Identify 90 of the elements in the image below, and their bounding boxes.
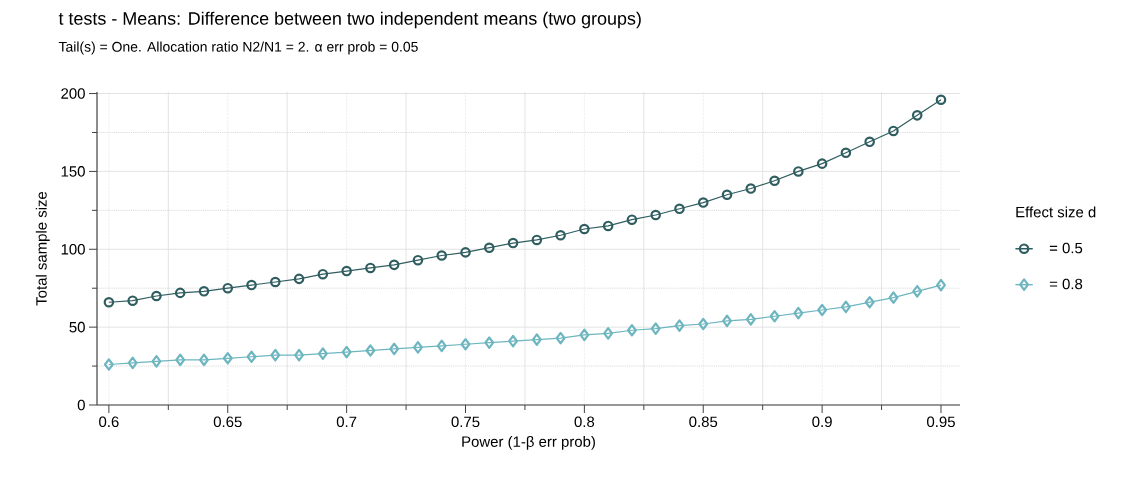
point bbox=[888, 291, 899, 304]
point bbox=[151, 355, 162, 368]
point bbox=[840, 300, 851, 314]
point bbox=[626, 214, 638, 225]
point bbox=[222, 352, 233, 365]
point bbox=[270, 348, 281, 362]
y-tick-label: 100 bbox=[61, 243, 85, 255]
point bbox=[555, 229, 566, 241]
point bbox=[460, 337, 471, 351]
point bbox=[674, 203, 685, 215]
point bbox=[508, 334, 519, 348]
point bbox=[698, 317, 709, 331]
point bbox=[721, 189, 733, 201]
point bbox=[864, 136, 875, 148]
chart-title: t tests - Means: Difference between two independent means (two groups) bbox=[58, 11, 641, 29]
point bbox=[389, 342, 400, 356]
point bbox=[555, 331, 566, 345]
point bbox=[864, 295, 875, 309]
point bbox=[579, 328, 590, 342]
point bbox=[603, 327, 614, 340]
point bbox=[936, 278, 946, 292]
point bbox=[175, 353, 186, 367]
point bbox=[174, 287, 186, 299]
point bbox=[294, 348, 305, 362]
point bbox=[602, 220, 614, 232]
point bbox=[531, 234, 543, 246]
point bbox=[436, 339, 447, 353]
point bbox=[127, 295, 138, 306]
point bbox=[769, 175, 780, 187]
point bbox=[793, 306, 804, 320]
x-tick-label: 0.8 bbox=[574, 416, 595, 428]
x-tick-label: 0.65 bbox=[213, 416, 242, 428]
y-tick-label: 200 bbox=[61, 88, 85, 99]
point bbox=[507, 237, 519, 249]
point bbox=[270, 276, 281, 288]
x-tick-label: 0.9 bbox=[812, 416, 832, 428]
point bbox=[151, 290, 162, 302]
point bbox=[198, 286, 210, 297]
point bbox=[222, 282, 234, 294]
point bbox=[888, 125, 899, 137]
point bbox=[436, 250, 448, 261]
point bbox=[412, 341, 423, 354]
legend-label: = 0.8 bbox=[1049, 278, 1083, 290]
x-tick-label: 0.75 bbox=[451, 416, 480, 428]
point bbox=[531, 333, 542, 346]
point bbox=[911, 110, 923, 121]
point bbox=[626, 323, 637, 337]
point bbox=[293, 273, 305, 285]
point bbox=[722, 314, 733, 328]
point bbox=[103, 358, 114, 371]
point bbox=[365, 262, 376, 274]
point bbox=[793, 166, 804, 177]
point bbox=[246, 279, 257, 291]
point bbox=[317, 268, 329, 280]
point bbox=[579, 223, 590, 235]
point bbox=[341, 345, 352, 359]
x-tick-label: 0.7 bbox=[336, 416, 357, 428]
point bbox=[484, 336, 495, 349]
point bbox=[697, 197, 709, 208]
point bbox=[840, 147, 852, 159]
point bbox=[650, 209, 661, 221]
y-tick-label: 150 bbox=[61, 166, 85, 177]
x-axis-title: Power (1-β err prob) bbox=[462, 435, 595, 450]
point bbox=[769, 309, 780, 323]
point bbox=[388, 259, 400, 271]
point bbox=[317, 347, 328, 360]
point bbox=[817, 303, 828, 317]
point bbox=[127, 356, 138, 370]
point bbox=[341, 265, 352, 277]
y-axis-title: Total sample size bbox=[35, 191, 50, 306]
x-tick-label: 0.95 bbox=[927, 416, 955, 428]
y-tick-label: 0 bbox=[77, 399, 85, 411]
x-tick-label: 0.85 bbox=[689, 416, 718, 428]
chart-subtitle: Tail(s) = One. Allocation ratio N2/N1 = 2. α err prob = 0.05 bbox=[58, 41, 418, 55]
point bbox=[745, 183, 757, 194]
point bbox=[412, 254, 424, 266]
point bbox=[650, 322, 661, 335]
point bbox=[816, 158, 828, 169]
y-tick-label: 50 bbox=[69, 321, 85, 333]
x-tick-label: 0.6 bbox=[99, 416, 119, 428]
point bbox=[365, 344, 376, 357]
legend-title: Effect size d bbox=[1016, 206, 1096, 218]
point bbox=[674, 319, 685, 332]
point bbox=[246, 350, 257, 364]
point bbox=[199, 353, 209, 367]
point bbox=[460, 247, 471, 258]
legend-label: = 0.5 bbox=[1049, 242, 1083, 254]
point bbox=[912, 285, 923, 298]
point bbox=[745, 313, 756, 326]
point bbox=[483, 242, 495, 253]
